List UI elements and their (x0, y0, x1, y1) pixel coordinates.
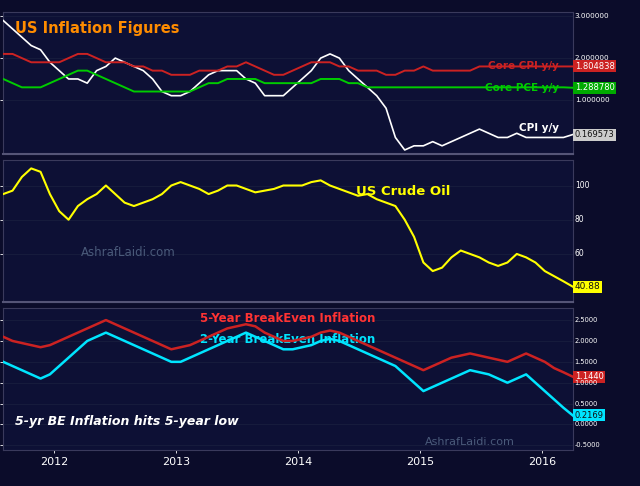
Text: 1.1440: 1.1440 (575, 372, 604, 381)
Text: US Inflation Figures: US Inflation Figures (15, 21, 179, 35)
Text: 2.0000: 2.0000 (575, 338, 598, 344)
Text: 2.5000: 2.5000 (575, 317, 598, 323)
Text: 60: 60 (575, 249, 584, 259)
Text: 0.2169: 0.2169 (575, 411, 604, 420)
Text: 40.88: 40.88 (575, 282, 600, 291)
Text: 3.000000: 3.000000 (575, 13, 609, 19)
Text: Core PCE y/y: Core PCE y/y (484, 83, 559, 93)
Text: 2.000000: 2.000000 (575, 55, 609, 61)
Text: AshrafLaidi.com: AshrafLaidi.com (426, 437, 515, 448)
Text: 5-Year BreakEven Inflation: 5-Year BreakEven Inflation (200, 312, 376, 325)
Text: 5-yr BE Inflation hits 5-year low: 5-yr BE Inflation hits 5-year low (15, 415, 238, 428)
Text: 2-Year BreakEven Inflation: 2-Year BreakEven Inflation (200, 333, 376, 346)
Text: 100: 100 (575, 181, 589, 190)
Text: US Crude Oil: US Crude Oil (356, 185, 451, 198)
Text: AshrafLaidi.com: AshrafLaidi.com (81, 245, 176, 259)
Text: 0.169573: 0.169573 (575, 130, 614, 139)
Text: 80: 80 (575, 215, 584, 224)
Text: 0.5000: 0.5000 (575, 400, 598, 407)
Text: 1.000000: 1.000000 (575, 97, 609, 103)
Text: 1.5000: 1.5000 (575, 359, 598, 365)
Text: Core CPI y/y: Core CPI y/y (488, 61, 559, 71)
Text: 1.288780: 1.288780 (575, 83, 614, 92)
Text: CPI y/y: CPI y/y (518, 123, 559, 133)
Text: 1.0000: 1.0000 (575, 380, 598, 386)
Text: -0.5000: -0.5000 (575, 442, 600, 449)
Text: 0.0000: 0.0000 (575, 421, 598, 428)
Text: 1.804838: 1.804838 (575, 62, 614, 71)
